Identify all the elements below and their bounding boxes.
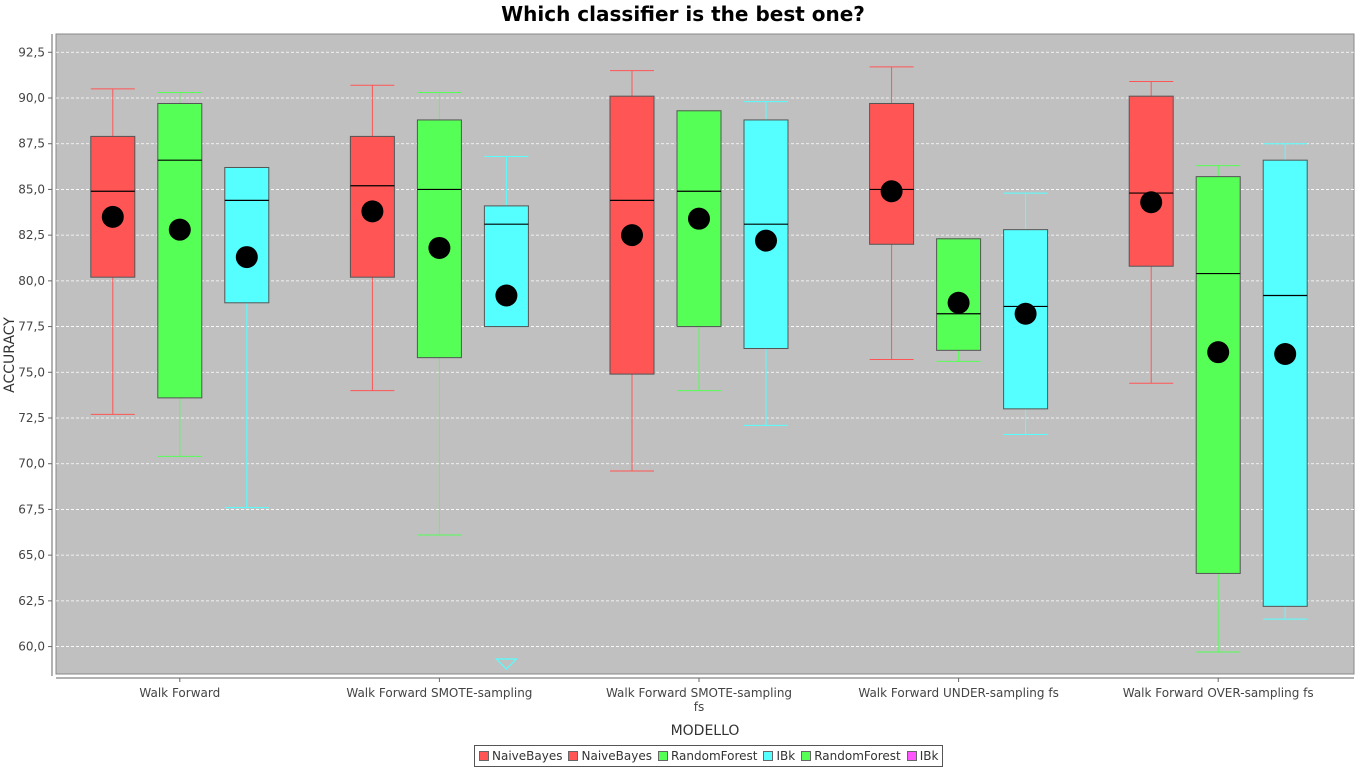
category-label: fs bbox=[694, 700, 704, 714]
chart-title: Which classifier is the best one? bbox=[501, 2, 865, 26]
box-iqr bbox=[1195, 176, 1241, 574]
box-iqr bbox=[1128, 95, 1174, 267]
legend-label: IBk bbox=[776, 749, 796, 763]
box-plot-item bbox=[609, 70, 655, 472]
mean-marker bbox=[101, 205, 124, 228]
legend-swatch bbox=[906, 751, 917, 761]
legend-item: IBk bbox=[906, 749, 939, 763]
y-tick-label: 77,5 bbox=[18, 320, 45, 334]
mean-marker bbox=[755, 229, 777, 252]
mean-marker bbox=[1207, 341, 1230, 364]
legend-swatch bbox=[479, 751, 489, 761]
box-plot-item bbox=[1003, 192, 1049, 435]
y-tick-label: 82,5 bbox=[18, 228, 45, 242]
legend-swatch bbox=[763, 751, 774, 761]
y-tick-label: 67,5 bbox=[18, 502, 45, 516]
legend: NaiveBayes NaiveBayes RandomForest IBk Rando… bbox=[474, 745, 944, 767]
y-tick-label: 62,5 bbox=[18, 594, 45, 608]
category-labels: Walk Forward Walk Forward SMOTE-sampling W… bbox=[139, 678, 1314, 714]
legend-label: IBk bbox=[919, 749, 939, 763]
mean-marker bbox=[235, 246, 258, 269]
box-iqr bbox=[483, 205, 529, 328]
category-label: Walk Forward UNDER-sampling fs bbox=[858, 686, 1058, 700]
box-plot-item bbox=[676, 110, 722, 392]
box-plot-item bbox=[936, 238, 982, 362]
box-plot-item bbox=[1128, 81, 1174, 384]
boxes bbox=[90, 66, 1308, 670]
mean-marker bbox=[1140, 191, 1163, 214]
mean-marker bbox=[880, 180, 903, 203]
category-label: Walk Forward bbox=[139, 686, 220, 700]
mean-marker bbox=[361, 200, 384, 223]
y-tick-label: 80,0 bbox=[18, 274, 45, 288]
legend-swatch bbox=[568, 751, 579, 761]
y-tick-label: 90,0 bbox=[18, 91, 45, 105]
category-label: Walk Forward SMOTE-sampling bbox=[346, 686, 532, 700]
mean-marker bbox=[168, 218, 191, 241]
y-tick-label: 70,0 bbox=[18, 457, 45, 471]
box-plot-item bbox=[743, 101, 789, 426]
box-plot-item bbox=[90, 88, 136, 415]
box-plot-item bbox=[157, 92, 203, 457]
box-plot-item bbox=[1195, 165, 1241, 653]
y-tick-labels: 60,0 62,5 65,0 67,5 70,0 72,5 75,0 77,5 80,0 82,5… bbox=[18, 45, 52, 654]
box-iqr bbox=[157, 102, 203, 399]
outlier-marker bbox=[494, 658, 518, 670]
mean-marker bbox=[1274, 343, 1297, 365]
legend-swatch bbox=[801, 751, 812, 761]
box-iqr bbox=[869, 102, 915, 245]
y-tick-label: 75,0 bbox=[18, 365, 45, 379]
mean-marker bbox=[1014, 302, 1037, 325]
y-tick-label: 92,5 bbox=[18, 45, 45, 59]
box-plot-item bbox=[869, 66, 915, 360]
y-tick-label: 65,0 bbox=[18, 548, 45, 562]
mean-marker bbox=[428, 236, 451, 259]
y-tick-label: 72,5 bbox=[18, 411, 45, 425]
category-label: Walk Forward SMOTE-sampling bbox=[606, 686, 792, 700]
legend-item: RandomForest bbox=[657, 749, 758, 763]
mean-marker bbox=[495, 284, 518, 307]
legend-label: RandomForest bbox=[814, 749, 901, 763]
box-plot-item bbox=[483, 156, 529, 670]
legend-swatch bbox=[657, 751, 668, 761]
y-axis-title: ACCURACY bbox=[2, 317, 18, 393]
box-iqr bbox=[1262, 159, 1308, 607]
box-plot-item bbox=[1262, 143, 1308, 620]
y-tick-label: 87,5 bbox=[18, 137, 45, 151]
box-plot-item bbox=[416, 92, 462, 536]
legend-label: NaiveBayes bbox=[492, 749, 563, 763]
legend-item: NaiveBayes bbox=[479, 749, 562, 763]
legend-label: RandomForest bbox=[670, 749, 758, 763]
legend-item: NaiveBayes bbox=[568, 749, 652, 763]
legend-item: IBk bbox=[763, 749, 795, 763]
box-iqr bbox=[224, 166, 270, 304]
legend-label: NaiveBayes bbox=[581, 749, 652, 763]
legend-item: RandomForest bbox=[801, 749, 901, 763]
category-label: Walk Forward OVER-sampling fs bbox=[1123, 686, 1314, 700]
y-tick-label: 60,0 bbox=[18, 640, 45, 654]
x-axis-title: MODELLO bbox=[671, 723, 740, 739]
box-plot-item bbox=[224, 166, 270, 509]
box-plot-item bbox=[349, 84, 395, 392]
mean-marker bbox=[621, 224, 643, 247]
y-tick-label: 85,0 bbox=[18, 182, 45, 196]
axes bbox=[51, 34, 1354, 679]
mean-marker bbox=[688, 207, 710, 230]
mean-marker bbox=[947, 291, 970, 314]
